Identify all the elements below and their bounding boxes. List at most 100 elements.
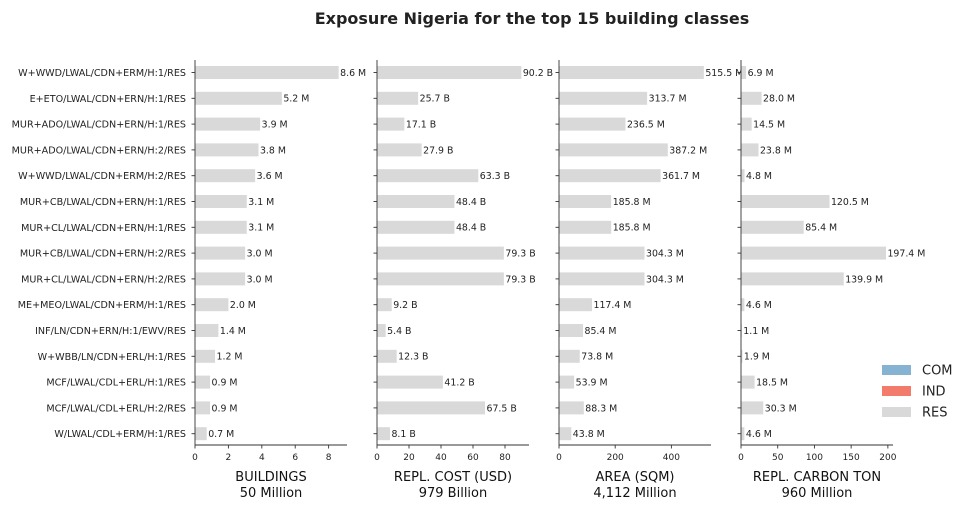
data-label: 79.3 B — [505, 249, 535, 260]
data-label: 12.3 B — [398, 352, 428, 363]
data-label: 139.9 M — [845, 274, 883, 285]
data-label: 3.1 M — [248, 223, 274, 234]
data-label: 361.7 M — [662, 171, 700, 182]
data-label: 120.5 M — [831, 197, 869, 208]
category-label: MUR+ADO/LWAL/CDN+ERN/H:2/RES — [12, 145, 186, 156]
bar — [559, 349, 580, 363]
bar — [195, 169, 256, 183]
category-label: MCF/LWAL/CDL+ERL/H:2/RES — [46, 403, 186, 414]
bar — [559, 427, 572, 441]
x-tick-label: 0 — [738, 453, 744, 463]
data-label: 85.4 M — [584, 326, 616, 337]
data-label: 90.2 B — [523, 68, 553, 79]
bar — [195, 349, 216, 363]
data-label: 79.3 B — [505, 274, 535, 285]
bar — [377, 66, 522, 79]
data-label: 0.7 M — [208, 429, 234, 440]
bar — [559, 246, 645, 260]
category-label: E+ETO/LWAL/CDN+ERN/H:1/RES — [30, 94, 186, 105]
bar — [195, 117, 261, 131]
bar — [559, 91, 648, 105]
legend-swatch — [882, 386, 911, 396]
data-label: 3.0 M — [247, 274, 273, 285]
data-label: 6.9 M — [748, 68, 774, 79]
category-label: MUR+CB/LWAL/CDN+ERN/H:1/RES — [20, 197, 186, 208]
data-label: 515.5 M — [705, 68, 743, 79]
data-label: 14.5 M — [753, 120, 785, 131]
bar — [195, 195, 247, 208]
legend-label: COM — [922, 364, 953, 379]
data-label: 3.0 M — [247, 249, 273, 260]
x-tick-label: 200 — [879, 453, 896, 463]
x-tick-label: 2 — [226, 453, 232, 463]
category-label: MCF/LWAL/CDL+ERL/H:1/RES — [46, 378, 186, 389]
bar — [559, 375, 575, 389]
legend: COM IND RES — [882, 364, 953, 421]
x-axis-total: 50 Million — [240, 486, 303, 501]
category-label: MUR+CB/LWAL/CDN+ERN/H:2/RES — [20, 249, 186, 260]
data-label: 5.4 B — [387, 326, 411, 337]
category-label: MUR+ADO/LWAL/CDN+ERN/H:1/RES — [12, 120, 186, 131]
x-axis-label: REPL. COST (USD) — [394, 470, 512, 485]
data-label: 23.8 M — [760, 145, 792, 156]
data-label: 3.8 M — [260, 145, 286, 156]
category-label: INF/LN/CDN+ERN/H:1/EWV/RES — [35, 326, 186, 337]
data-label: 197.4 M — [887, 249, 925, 260]
data-label: 1.9 M — [744, 352, 770, 363]
category-label: MUR+CL/LWAL/CDN+ERN/H:2/RES — [21, 274, 186, 285]
x-axis-label: AREA (SQM) — [595, 470, 674, 485]
bar — [741, 427, 745, 441]
data-label: 85.4 M — [805, 223, 837, 234]
x-tick-label: 20 — [403, 453, 415, 463]
data-label: 0.9 M — [212, 378, 238, 389]
bar — [377, 298, 392, 312]
chart-title: Exposure Nigeria for the top 15 building… — [315, 9, 750, 28]
bar — [195, 375, 211, 389]
x-tick-label: 0 — [192, 453, 198, 463]
legend-label: RES — [922, 406, 948, 421]
bar — [559, 169, 661, 183]
data-label: 2.0 M — [230, 300, 256, 311]
data-label: 43.8 M — [573, 429, 605, 440]
bar — [559, 66, 704, 79]
panel-2: 90.2 B 25.7 B 17.1 B 27.9 B 63.3 B 48.4 B 48.4… — [373, 60, 553, 501]
data-label: 73.8 M — [581, 352, 613, 363]
legend-swatch — [882, 407, 911, 417]
x-tick-label: 8 — [326, 453, 332, 463]
bar — [195, 401, 211, 415]
bar — [741, 401, 764, 415]
data-label: 0.9 M — [212, 403, 238, 414]
bar — [377, 220, 455, 234]
data-label: 236.5 M — [627, 120, 665, 131]
data-label: 27.9 B — [423, 145, 453, 156]
x-tick-label: 4 — [259, 453, 265, 463]
category-label: MUR+CL/LWAL/CDN+ERN/H:1/RES — [21, 223, 186, 234]
bar — [741, 375, 755, 389]
bar — [559, 324, 583, 337]
data-label: 117.4 M — [593, 300, 631, 311]
data-label: 387.2 M — [669, 145, 707, 156]
bar — [377, 117, 405, 131]
bar — [741, 349, 743, 363]
data-label: 304.3 M — [646, 274, 684, 285]
data-label: 53.9 M — [576, 378, 608, 389]
bar — [741, 272, 844, 286]
data-label: 88.3 M — [585, 403, 617, 414]
category-label: W+WWD/LWAL/CDN+ERM/H:1/RES — [18, 68, 186, 79]
panels: 8.6 M 5.2 M 3.9 M 3.8 M 3.6 M 3.1 M 3.1 M 3.0 M… — [191, 60, 925, 501]
data-label: 5.2 M — [283, 94, 309, 105]
bar — [195, 246, 246, 260]
data-label: 3.9 M — [262, 120, 288, 131]
bar — [195, 272, 246, 286]
data-label: 28.0 M — [763, 94, 795, 105]
bar — [559, 401, 584, 415]
bar — [195, 143, 259, 157]
bar — [377, 91, 419, 105]
bar — [559, 143, 668, 157]
x-tick-label: 0 — [374, 453, 380, 463]
bar — [559, 220, 612, 234]
bar — [741, 195, 830, 208]
data-label: 17.1 B — [406, 120, 436, 131]
data-label: 1.4 M — [220, 326, 246, 337]
